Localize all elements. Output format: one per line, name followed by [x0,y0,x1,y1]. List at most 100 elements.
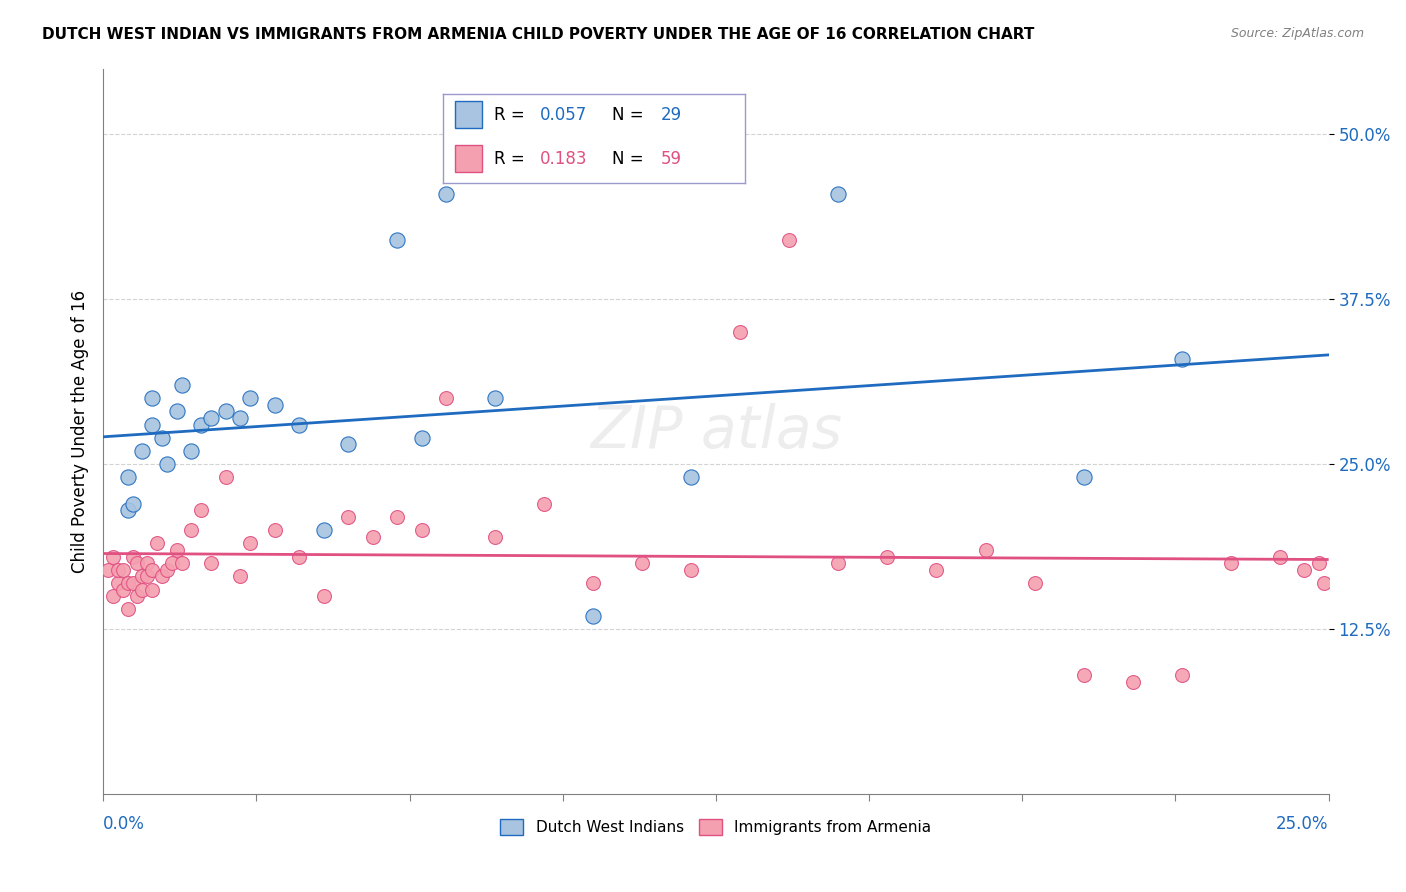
Point [239,392,262,406]
Point [484,392,506,406]
Text: DUTCH WEST INDIAN VS IMMIGRANTS FROM ARMENIA CHILD POVERTY UNDER THE AGE OF 16 C: DUTCH WEST INDIAN VS IMMIGRANTS FROM ARM… [42,27,1035,42]
Point [827,556,849,570]
Point [1170,351,1192,366]
Point [1308,556,1330,570]
Text: 0.0%: 0.0% [103,814,145,833]
Point [631,556,654,570]
Point [533,497,555,511]
Point [136,569,159,583]
Point [180,444,202,458]
Point [121,497,143,511]
Point [229,569,252,583]
Point [101,589,124,603]
Point [180,523,202,537]
Point [117,470,139,484]
Point [141,392,163,406]
Text: N =: N = [612,150,650,168]
Point [312,523,335,537]
Point [778,233,800,247]
Point [229,411,252,425]
Point [411,431,433,445]
Point [146,536,169,550]
Point [141,582,163,597]
Point [681,563,703,577]
Point [337,437,360,451]
Point [136,556,159,570]
Point [131,444,153,458]
Text: R =: R = [495,106,530,124]
Point [111,563,134,577]
Point [200,411,222,425]
Point [150,569,173,583]
Point [1268,549,1291,564]
Legend: Dutch West Indians, Immigrants from Armenia: Dutch West Indians, Immigrants from Arme… [491,810,941,845]
Point [312,589,335,603]
Text: Source: ZipAtlas.com: Source: ZipAtlas.com [1230,27,1364,40]
Point [411,523,433,537]
Point [107,563,129,577]
FancyBboxPatch shape [456,145,482,172]
Point [361,530,384,544]
Text: 25.0%: 25.0% [1277,814,1329,833]
Point [156,563,179,577]
Point [121,549,143,564]
Point [101,549,124,564]
Point [127,556,149,570]
Point [117,576,139,591]
Point [434,186,457,201]
Point [263,398,285,412]
Point [200,556,222,570]
Point [190,417,212,432]
Point [117,602,139,616]
Text: 0.057: 0.057 [540,106,586,124]
Text: 0.183: 0.183 [540,150,588,168]
Point [97,563,120,577]
Point [121,576,143,591]
Point [166,543,188,558]
Point [107,576,129,591]
Point [730,326,752,340]
Point [434,392,457,406]
Point [127,589,149,603]
Point [1073,470,1095,484]
Point [1024,576,1046,591]
Point [288,417,311,432]
Point [117,503,139,517]
Point [131,569,153,583]
Point [387,233,409,247]
Point [263,523,285,537]
Point [1219,556,1241,570]
Point [141,563,163,577]
Text: N =: N = [612,106,650,124]
Point [1073,668,1095,682]
Point [582,576,605,591]
Point [1313,576,1336,591]
FancyBboxPatch shape [456,101,482,128]
Point [1170,668,1192,682]
Point [239,536,262,550]
Text: ZIP atlas: ZIP atlas [591,403,842,459]
Point [1122,674,1144,689]
Y-axis label: Child Poverty Under the Age of 16: Child Poverty Under the Age of 16 [72,290,89,573]
Point [582,609,605,624]
Point [827,186,849,201]
Point [974,543,997,558]
Point [387,510,409,524]
Point [1294,563,1316,577]
Point [166,404,188,418]
Text: 29: 29 [661,106,682,124]
Point [190,503,212,517]
Point [150,431,173,445]
Point [170,556,193,570]
Point [111,582,134,597]
Point [925,563,948,577]
Point [484,530,506,544]
Point [288,549,311,564]
Point [215,470,238,484]
Point [876,549,898,564]
Text: R =: R = [495,150,530,168]
Point [337,510,360,524]
Point [141,417,163,432]
Point [160,556,183,570]
Point [681,470,703,484]
